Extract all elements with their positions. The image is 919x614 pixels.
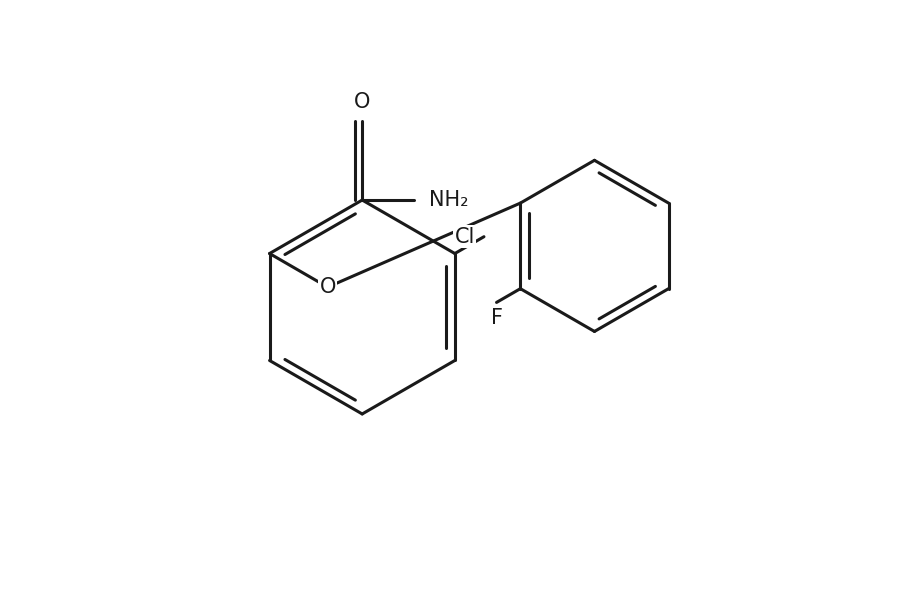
- Text: Cl: Cl: [454, 227, 474, 247]
- Text: O: O: [354, 92, 370, 112]
- Text: F: F: [490, 308, 502, 328]
- Text: O: O: [319, 277, 335, 297]
- Text: NH₂: NH₂: [429, 190, 469, 210]
